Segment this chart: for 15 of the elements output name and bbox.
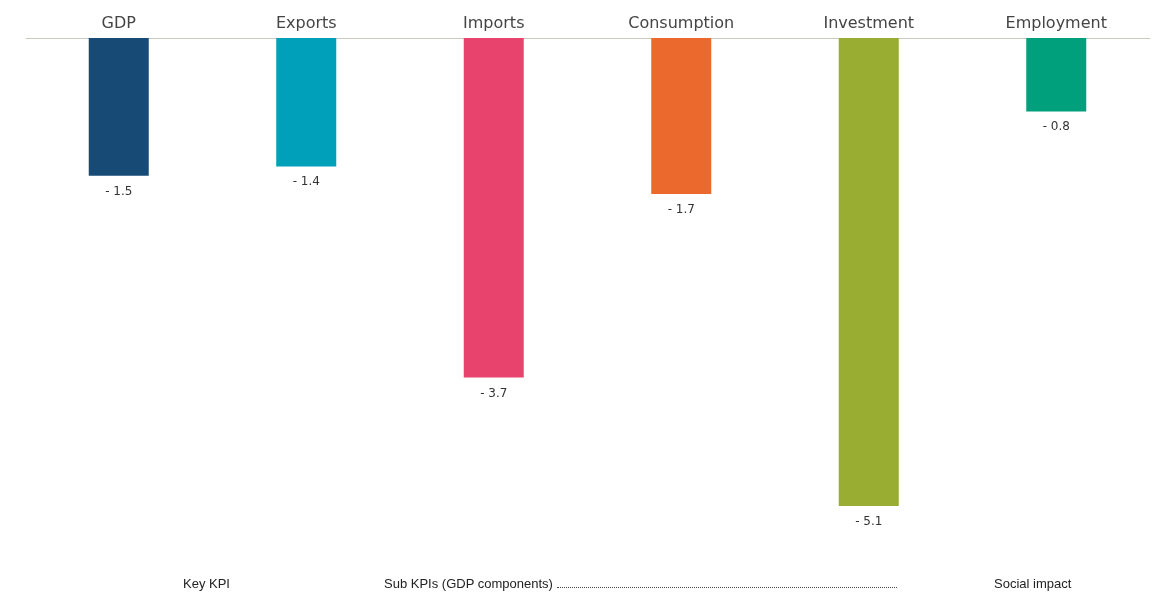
data-label: - 5.1 xyxy=(855,514,883,528)
x-tick-label: GDP xyxy=(101,12,137,32)
data-label: - 1.4 xyxy=(292,174,320,189)
data-label: - 1.5 xyxy=(105,183,133,198)
x-tick-label: Investment xyxy=(823,12,915,32)
text: Sub KPIs (GDP components) xyxy=(384,576,553,591)
data-label: - 1.7 xyxy=(667,202,695,216)
data-label: - 0.8 xyxy=(1042,119,1070,134)
x-tick-label: Consumption xyxy=(628,12,735,32)
text: Social impact xyxy=(994,576,1072,591)
x-tick-label: Exports xyxy=(275,12,337,32)
x-tick-label: Imports xyxy=(463,12,525,32)
data-label: - 3.7 xyxy=(480,385,508,400)
x-tick-label: Employment xyxy=(1005,12,1107,32)
text: Key KPI xyxy=(183,576,230,591)
